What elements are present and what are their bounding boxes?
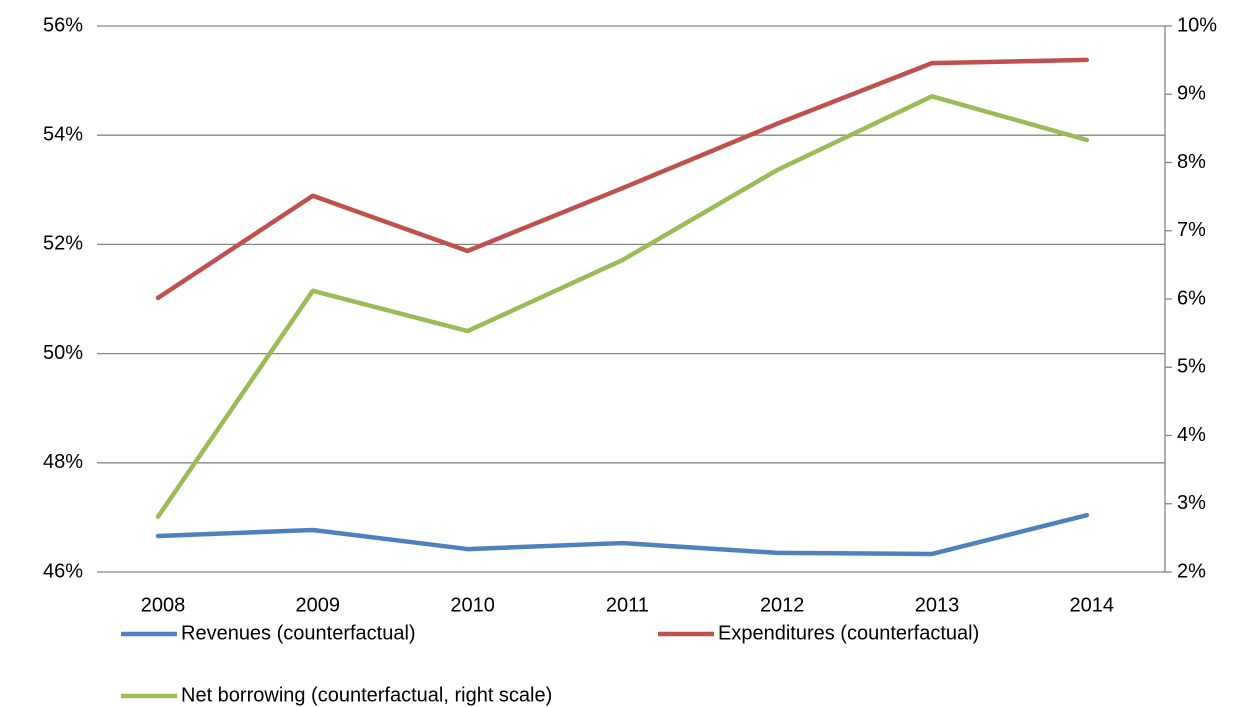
y2-tick-label: 9% <box>1177 83 1206 105</box>
y-tick-label: 48% <box>43 451 83 473</box>
y2-tick-label: 8% <box>1177 151 1206 173</box>
series-line <box>155 512 1090 557</box>
y-tick-label: 56% <box>43 14 83 36</box>
y-tick-label: 52% <box>43 233 83 255</box>
series-line <box>155 94 1090 519</box>
y-tick-label: 46% <box>43 560 83 582</box>
y-tick-label: 54% <box>43 123 83 145</box>
x-tick-label: 2013 <box>915 594 960 616</box>
x-tick-label: 2014 <box>1070 594 1115 616</box>
y2-tick-label: 7% <box>1177 219 1206 241</box>
y2-tick-label: 3% <box>1177 492 1206 514</box>
x-tick-label: 2009 <box>296 594 341 616</box>
series-line <box>155 57 1090 301</box>
legend-label: Revenues (counterfactual) <box>181 622 416 644</box>
x-tick-label: 2011 <box>606 594 649 616</box>
x-tick-label: 2008 <box>141 594 186 616</box>
legend-label: Net borrowing (counterfactual, right sca… <box>181 684 552 706</box>
legend-label: Expenditures (counterfactual) <box>718 622 979 644</box>
y-tick-label: 50% <box>43 342 83 364</box>
y2-tick-label: 5% <box>1177 356 1206 378</box>
y2-tick-label: 6% <box>1177 287 1206 309</box>
y2-tick-label: 10% <box>1177 14 1217 36</box>
y2-tick-label: 2% <box>1177 560 1206 582</box>
x-tick-label: 2012 <box>760 594 805 616</box>
y2-tick-label: 4% <box>1177 424 1206 446</box>
x-tick-label: 2010 <box>450 594 495 616</box>
